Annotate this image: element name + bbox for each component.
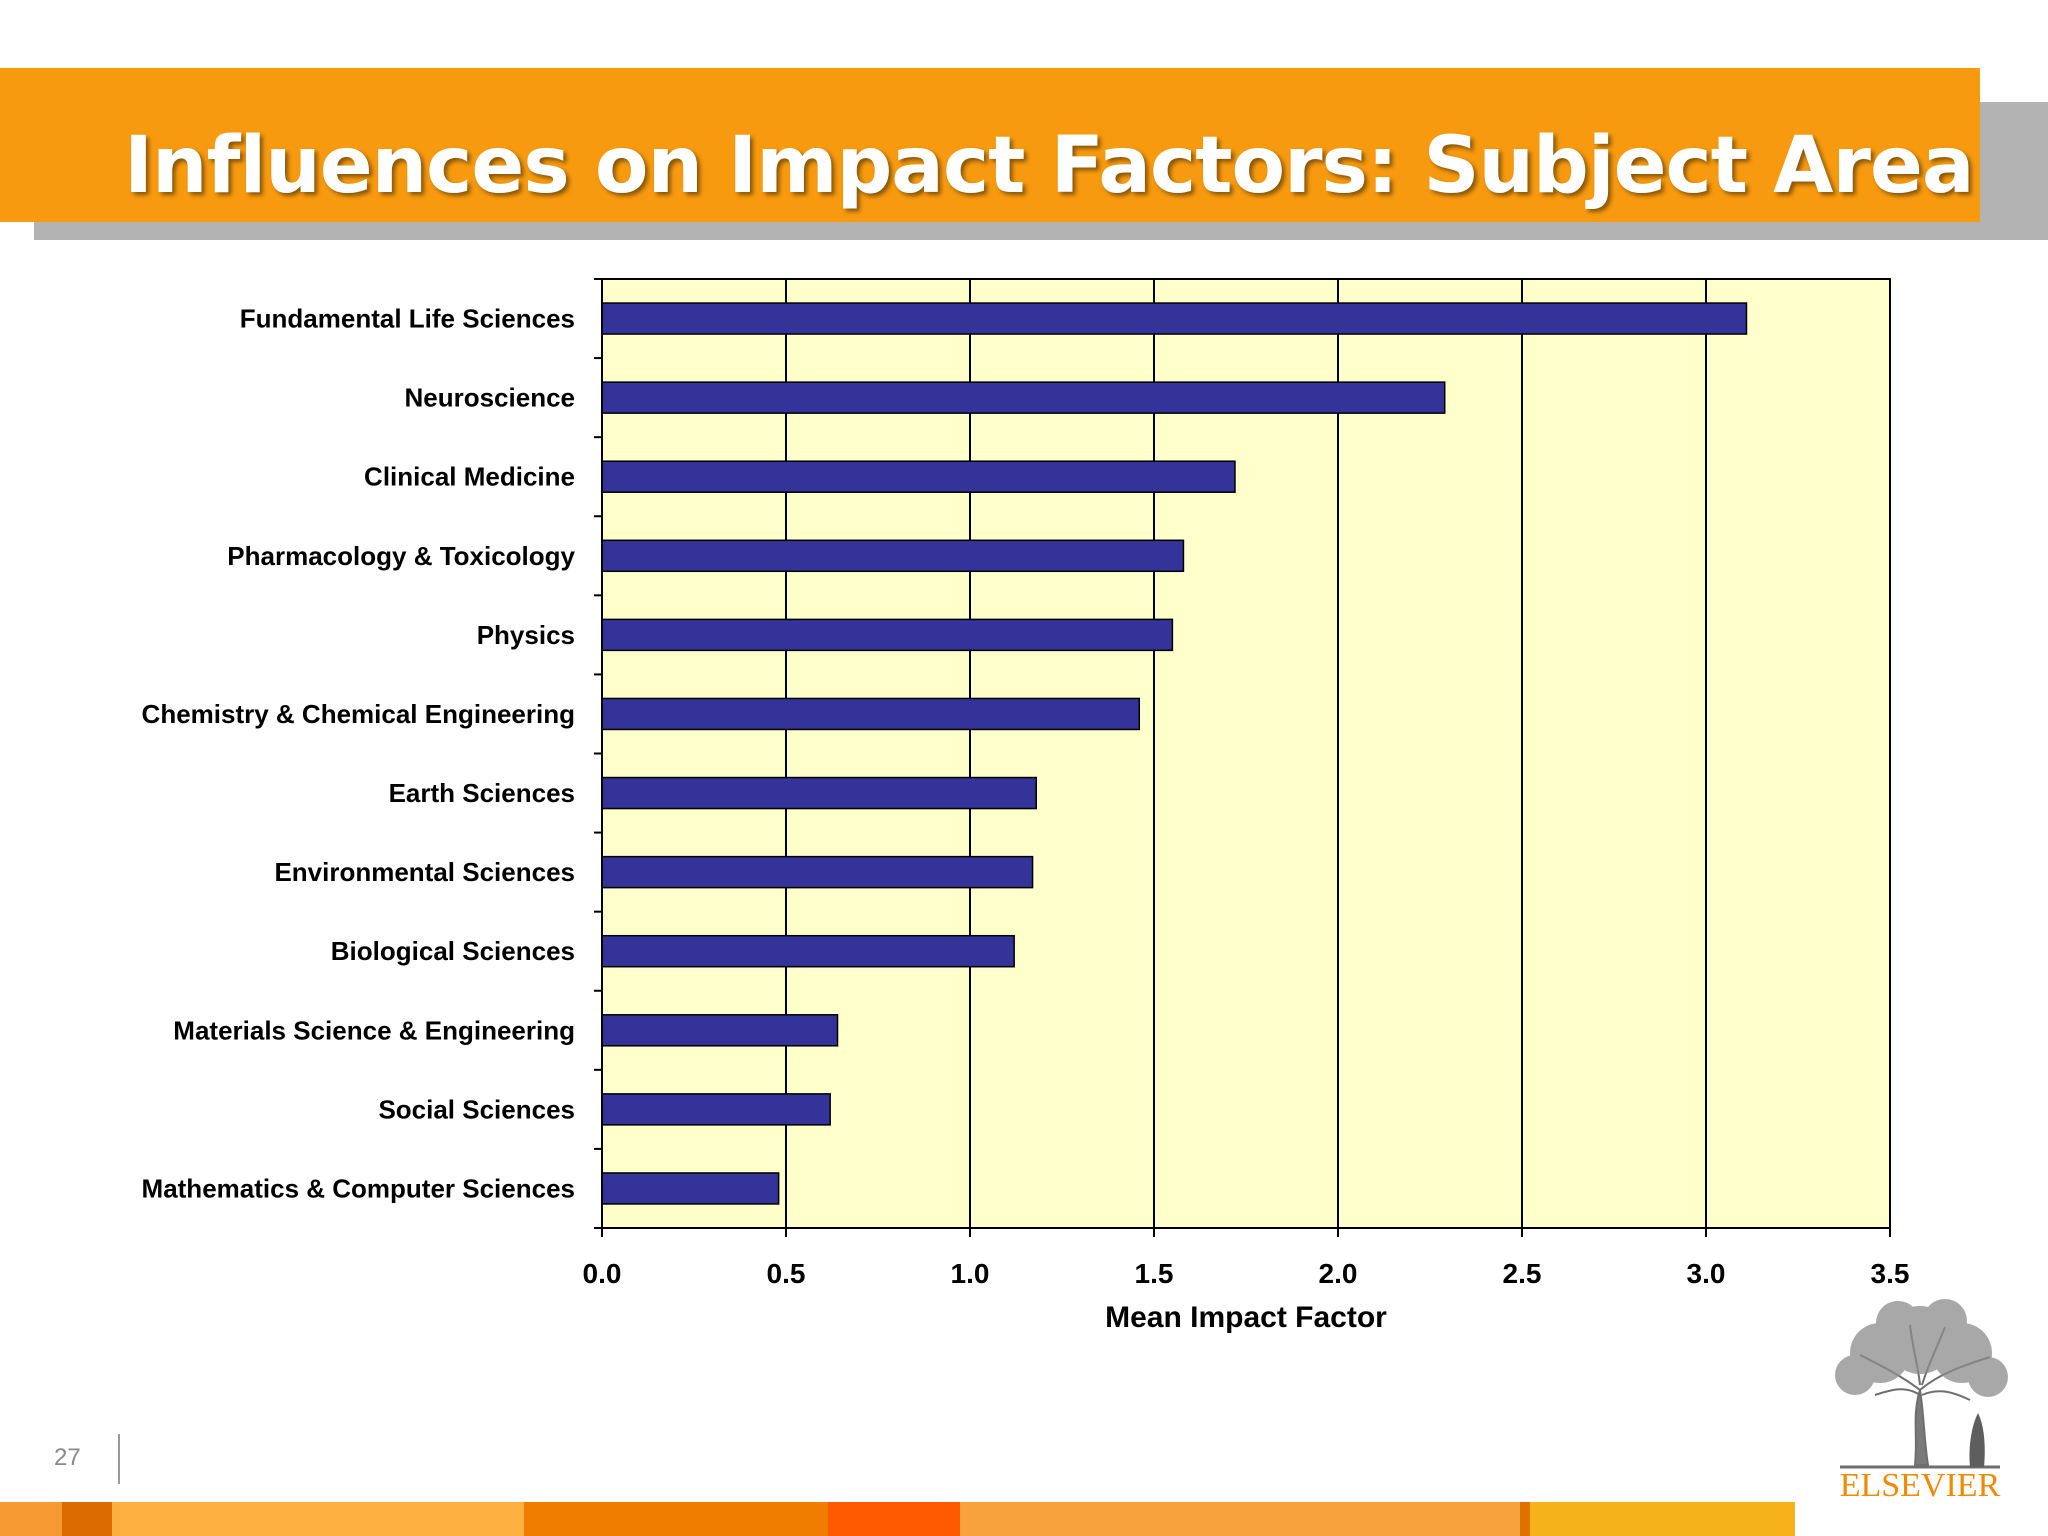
bar xyxy=(601,618,1174,652)
x-tick-label: 3.0 xyxy=(1687,1258,1726,1289)
bar xyxy=(601,1093,831,1126)
bars xyxy=(601,302,1748,1205)
footer-color-strip xyxy=(0,1502,1795,1536)
category-label: Materials Science & Engineering xyxy=(173,1015,575,1045)
category-label: Earth Sciences xyxy=(389,778,575,808)
slide-title: Influences on Impact Factors: Subject Ar… xyxy=(124,121,1975,211)
elsevier-tree-icon xyxy=(1835,1299,2008,1469)
bar xyxy=(601,460,1236,493)
gridlines xyxy=(785,279,1707,1228)
x-tick-label: 2.5 xyxy=(1503,1258,1542,1289)
x-tick-label: 2.0 xyxy=(1319,1258,1358,1289)
category-label: Biological Sciences xyxy=(331,936,575,966)
category-label: Physics xyxy=(477,620,575,650)
footer-segment xyxy=(62,1502,112,1536)
page-number: 27 xyxy=(54,1444,81,1471)
bar-chart: Fundamental Life Sciences Neuroscience Cli… xyxy=(142,278,1910,1334)
bar xyxy=(601,776,1037,810)
footer-segment xyxy=(1520,1502,1530,1536)
footer-segment xyxy=(112,1502,524,1536)
category-label: Mathematics & Computer Sciences xyxy=(142,1173,575,1203)
category-label: Chemistry & Chemical Engineering xyxy=(142,699,575,729)
category-label: Social Sciences xyxy=(378,1094,575,1124)
bar xyxy=(601,539,1185,573)
page-divider xyxy=(118,1434,120,1484)
category-label: Clinical Medicine xyxy=(364,462,575,492)
x-tick-label: 0.5 xyxy=(767,1258,806,1289)
category-label: Fundamental Life Sciences xyxy=(240,304,575,334)
footer-segment xyxy=(828,1502,960,1536)
bar xyxy=(601,1172,780,1205)
elsevier-wordmark: ELSEVIER xyxy=(1839,1467,2001,1504)
footer-segment xyxy=(960,1502,1520,1536)
category-label: Pharmacology & Toxicology xyxy=(227,541,575,571)
x-tick-label: 1.0 xyxy=(951,1258,990,1289)
bar xyxy=(601,934,1015,968)
x-tick-label: 3.5 xyxy=(1871,1258,1910,1289)
footer-segment xyxy=(0,1502,62,1536)
x-axis-title: Mean Impact Factor xyxy=(1105,1301,1387,1334)
plot-area xyxy=(601,278,1891,1229)
bar xyxy=(601,302,1748,335)
category-labels: Fundamental Life Sciences Neuroscience Cli… xyxy=(142,304,576,1204)
bar xyxy=(601,855,1034,889)
x-tick-label: 0.0 xyxy=(583,1258,622,1289)
title-bar xyxy=(0,68,1980,222)
bar xyxy=(601,1014,839,1047)
axes xyxy=(594,278,1891,1237)
elsevier-logo: ELSEVIER xyxy=(1820,1295,2020,1531)
x-tick-labels: 0.0 0.5 1.0 1.5 2.0 2.5 3.0 3.5 xyxy=(583,1258,1910,1289)
bar xyxy=(601,381,1446,414)
footer-segment xyxy=(1530,1502,1795,1536)
footer-segment xyxy=(524,1502,828,1536)
category-label: Neuroscience xyxy=(404,383,575,413)
category-label: Environmental Sciences xyxy=(274,857,575,887)
x-tick-label: 1.5 xyxy=(1135,1258,1174,1289)
bar xyxy=(601,697,1141,731)
